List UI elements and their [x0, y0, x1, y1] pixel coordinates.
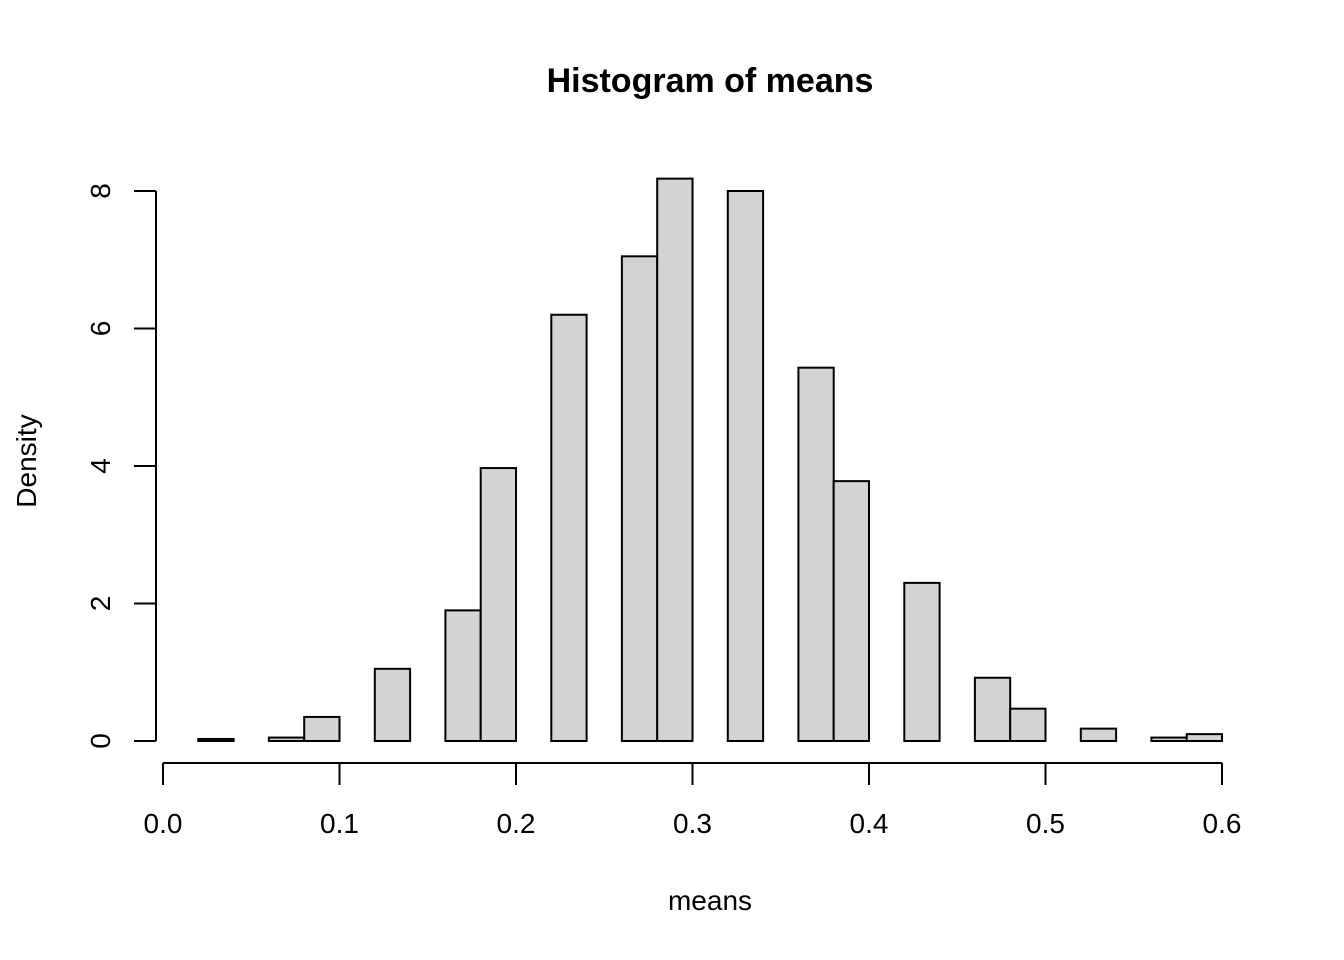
x-tick-label: 0.2	[497, 808, 536, 839]
x-axis: 0.0 0.1 0.2 0.3 0.4 0.5 0.6	[144, 762, 1242, 839]
bars-group	[197, 177, 1223, 742]
histogram-bar	[620, 255, 659, 742]
histogram-bar	[726, 190, 765, 742]
histogram-bar	[197, 737, 235, 742]
histogram-bar	[1079, 727, 1118, 742]
histogram-bar	[373, 667, 412, 742]
x-tick-label: 0.4	[850, 808, 889, 839]
y-tick-label: 4	[85, 458, 116, 474]
histogram-bar	[479, 467, 518, 742]
x-tick-label: 0.3	[673, 808, 712, 839]
y-axis-title: Density	[11, 414, 42, 507]
histogram-bar	[903, 581, 941, 742]
x-tick-label: 0.6	[1203, 808, 1242, 839]
histogram-bar	[1185, 733, 1223, 742]
x-axis-title: means	[668, 885, 752, 916]
histogram-bar	[550, 313, 588, 742]
y-tick-label: 8	[85, 183, 116, 199]
y-tick-label: 2	[85, 596, 116, 612]
histogram-bar	[444, 609, 482, 742]
histogram-bar	[656, 177, 694, 742]
y-tick-label: 0	[85, 733, 116, 749]
histogram-bar	[303, 715, 341, 742]
x-tick-label: 0.5	[1026, 808, 1065, 839]
histogram-bar	[1009, 707, 1047, 742]
histogram-bar	[832, 480, 871, 742]
chart-title: Histogram of means	[547, 62, 874, 100]
x-tick-label: 0.0	[144, 808, 183, 839]
histogram-bar	[267, 736, 306, 742]
histogram-bar	[973, 676, 1012, 742]
y-axis: 0 2 4 6 8	[85, 183, 157, 749]
histogram-bar	[1150, 736, 1188, 742]
histogram-bar	[797, 366, 835, 742]
y-tick-label: 6	[85, 321, 116, 337]
x-tick-label: 0.1	[320, 808, 359, 839]
